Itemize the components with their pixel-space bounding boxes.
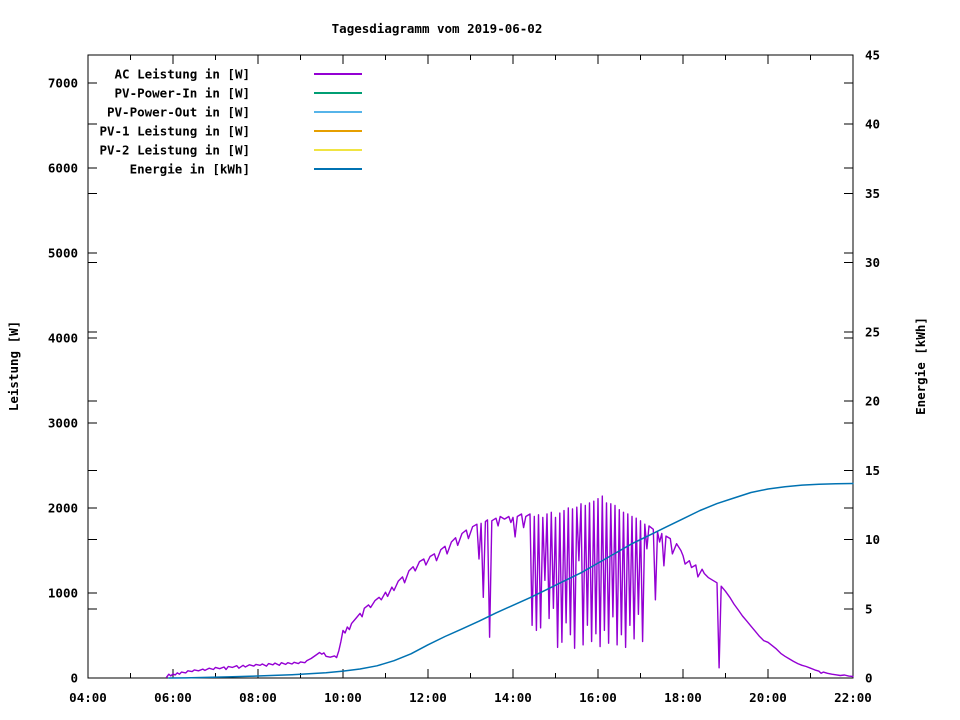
legend-label: PV-1 Leistung in [W] (99, 124, 250, 139)
y-tick-label: 6000 (48, 161, 78, 176)
plot-series (165, 482, 854, 679)
x-tick-label: 16:00 (579, 690, 617, 705)
legend-label: Energie in [kWh] (130, 162, 250, 177)
legend-label: AC Leistung in [W] (115, 67, 250, 82)
y-tick-label: 5000 (48, 246, 78, 261)
legend-label: PV-2 Leistung in [W] (99, 143, 250, 158)
series-left (165, 495, 854, 678)
y-tick-label: 2000 (48, 501, 78, 516)
legend-label: PV-Power-Out in [W] (107, 105, 250, 120)
x-tick-label: 04:00 (69, 690, 107, 705)
y2-tick-label: 20 (865, 394, 880, 409)
chart-title: Tagesdiagramm vom 2019-06-02 (332, 21, 543, 36)
x-tick-label: 10:00 (324, 690, 362, 705)
y2-tick-label: 25 (865, 324, 880, 339)
x-tick-label: 18:00 (664, 690, 702, 705)
y2-tick-label: 5 (865, 601, 873, 616)
legend: AC Leistung in [W] PV-Power-In in [W] PV-P… (99, 67, 362, 177)
y2-axis-label: Energie [kWh] (913, 317, 928, 415)
x-tick-label: 12:00 (409, 690, 447, 705)
y2-tick-label: 40 (865, 117, 880, 132)
x-tick-label: 08:00 (239, 690, 277, 705)
plot-axes: 04:00 06:00 08:00 10:00 12:00 14:00 16:00 18:00… (48, 48, 880, 706)
series-right (168, 482, 854, 679)
y2-tick-label: 15 (865, 463, 880, 478)
y-tick-label: 4000 (48, 331, 78, 346)
x-tick-label: 20:00 (749, 690, 787, 705)
y-tick-label: 3000 (48, 416, 78, 431)
y2-tick-label: 0 (865, 671, 873, 686)
y-tick-label: 7000 (48, 76, 78, 91)
x-tick-label: 22:00 (834, 690, 872, 705)
y-axis-label: Leistung [W] (6, 321, 21, 411)
y2-tick-label: 35 (865, 186, 880, 201)
x-tick-label: 06:00 (154, 690, 192, 705)
y2-tick-label: 45 (865, 48, 880, 63)
legend-label: PV-Power-In in [W] (115, 86, 250, 101)
y2-tick-label: 10 (865, 532, 880, 547)
y-tick-label: 1000 (48, 586, 78, 601)
y-tick-label: 0 (70, 671, 78, 686)
x-tick-label: 14:00 (494, 690, 532, 705)
y2-tick-label: 30 (865, 255, 880, 270)
